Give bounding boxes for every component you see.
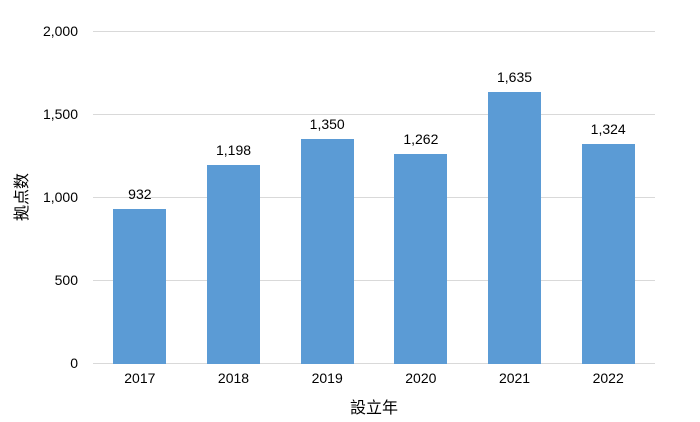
data-label: 932 (128, 186, 152, 202)
bar (394, 154, 448, 364)
x-tick-label: 2018 (217, 370, 250, 386)
y-tick-label: 0 (70, 355, 78, 371)
bar-group-2022: 1,324 (561, 31, 655, 364)
x-tick-label: 2019 (311, 370, 343, 386)
gridline (93, 363, 655, 364)
x-tick-label: 2017 (124, 370, 156, 386)
data-label: 1,198 (215, 142, 252, 158)
bar (488, 92, 542, 364)
data-label: 1,350 (309, 116, 345, 132)
bar-group-2017: 932 (93, 31, 187, 364)
x-axis-tick-labels: 2017 2018 2019 2020 2021 2022 (93, 371, 655, 385)
y-tick-label: 1,500 (42, 106, 78, 122)
bar (581, 144, 635, 364)
bar-group-2019: 1,350 (280, 31, 374, 364)
data-label: 1,635 (497, 69, 533, 85)
gridline (93, 31, 655, 32)
bar (300, 139, 354, 364)
bar-series: 932 1,198 1,350 1,262 1,635 1,324 (93, 31, 655, 364)
y-tick-label: 2,000 (42, 23, 78, 39)
gridline (93, 280, 655, 281)
gridline (93, 197, 655, 198)
bar-group-2020: 1,262 (374, 31, 468, 364)
bar-group-2018: 1,198 (187, 31, 281, 364)
y-tick-label: 1,000 (42, 189, 78, 205)
y-axis-tick-labels: 0 500 1,000 1,500 2,000 (0, 0, 78, 422)
data-label: 1,262 (403, 131, 439, 147)
gridline (93, 114, 655, 115)
x-axis-title: 設立年 (349, 400, 399, 417)
data-label: 1,324 (590, 121, 626, 137)
bar (207, 165, 260, 364)
bar-group-2021: 1,635 (468, 31, 562, 364)
bar (113, 209, 167, 364)
x-tick-label: 2021 (498, 370, 531, 386)
y-tick-label: 500 (54, 272, 78, 288)
plot-area: 932 1,198 1,350 1,262 1,635 1,324 (93, 31, 655, 364)
x-tick-label: 2022 (592, 370, 624, 386)
x-tick-label: 2020 (405, 370, 437, 386)
